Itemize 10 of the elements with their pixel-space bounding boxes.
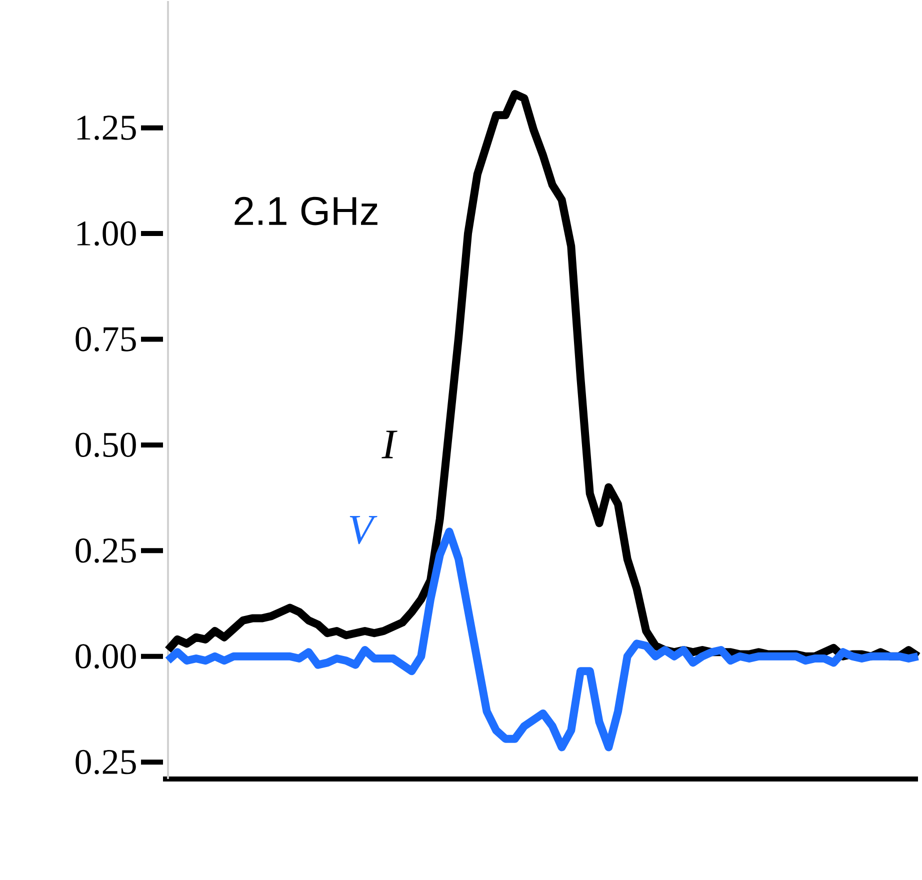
annotation: 2.1 GHz — [234, 196, 378, 226]
y-tick-label: 0.00 — [76, 644, 136, 669]
series-label: V — [350, 516, 378, 544]
y-tick-label: 0.25 — [76, 538, 136, 563]
y-tick-label: 0.50 — [76, 432, 136, 458]
y-tick-label: 1.25 — [77, 116, 136, 140]
y-tick-label: 1.00 — [77, 221, 136, 246]
y-tick-label: 0.25 — [76, 750, 136, 774]
y-tick-label: 0.75 — [76, 327, 136, 352]
series-label: I — [382, 430, 398, 458]
